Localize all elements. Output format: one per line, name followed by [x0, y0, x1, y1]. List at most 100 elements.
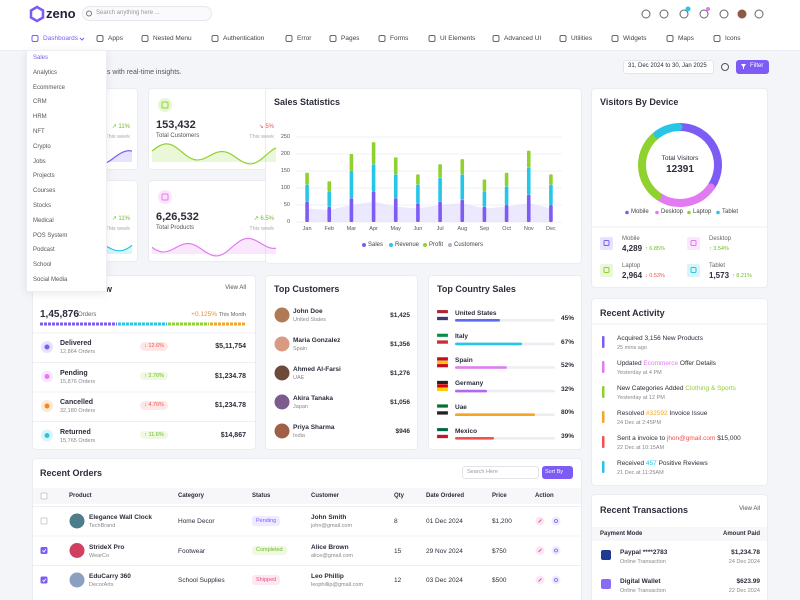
category: School Supplies	[178, 577, 225, 584]
category: Home Decor	[178, 518, 215, 525]
device-label: Desktop	[709, 236, 732, 242]
customer-country: UAE	[293, 375, 305, 381]
customer-country: Japan	[293, 404, 308, 410]
column-header: Action	[535, 493, 554, 499]
stat-label: Total Products	[156, 225, 195, 231]
price: $750	[492, 547, 507, 555]
nav	[0, 28, 800, 51]
customer-amount: $1,056	[390, 399, 410, 406]
dropdown-item[interactable]: CRM	[33, 99, 47, 106]
card-title: Recent Orders	[40, 468, 103, 478]
country-name: Spain	[455, 356, 473, 364]
customer-name: John Doe	[293, 308, 323, 315]
customer-name: Alice Brown	[311, 543, 349, 551]
view-all: View All	[225, 285, 246, 291]
card	[265, 275, 418, 450]
order-change: ↑ 2.76%	[140, 371, 168, 381]
stat-value: 153,432	[156, 119, 196, 131]
nav-item: Icons	[725, 35, 741, 42]
x-tick-label: Jul	[436, 226, 444, 232]
stat-period: This week	[249, 226, 274, 232]
device-change: ↑ 6.85%	[645, 245, 665, 252]
dropdown-item[interactable]: NFT	[33, 129, 45, 135]
device-value: 1,573	[709, 271, 730, 280]
product-brand: TechBrand	[89, 523, 116, 529]
logo: zeno	[46, 6, 76, 21]
activity-part: $15,000	[715, 435, 741, 442]
orders-total-label: Orders	[78, 312, 97, 318]
activity-text: Received 457 Positive Reviews	[617, 460, 708, 468]
customer-country: Spain	[293, 346, 308, 352]
dropdown-item[interactable]: Stocks	[33, 203, 52, 209]
customer-name: Priya Sharma	[293, 424, 335, 431]
dropdown-item[interactable]: Courses	[33, 188, 56, 195]
legend-label: Sales	[368, 241, 384, 248]
dropdown-item[interactable]: School	[33, 262, 52, 269]
payment-name: Digital Wallet	[620, 578, 661, 585]
order-label: Delivered	[60, 340, 92, 347]
x-tick-label: May	[390, 226, 401, 232]
dropdown-item[interactable]: Jobs	[33, 158, 46, 165]
activity-text: Sent a invoice to jhon@gmail.com $15,000	[617, 435, 741, 443]
activity-part: Updated	[617, 360, 644, 367]
payment-date: 24 Dec 2024	[728, 559, 760, 565]
qty: 15	[394, 547, 402, 555]
search-placeholder: Search Here	[467, 469, 498, 475]
card	[32, 275, 256, 450]
dropdown-item[interactable]: Crypto	[33, 143, 51, 150]
nav-item: Error	[297, 35, 312, 42]
device-label: Laptop	[622, 263, 641, 269]
dropdown-item[interactable]: Analytics	[33, 69, 58, 76]
dropdown-item[interactable]: Podcast	[33, 247, 55, 254]
x-tick-label: Mar	[346, 226, 357, 232]
page-subtitle: es with real-time insights.	[103, 69, 182, 76]
order-change: ↑ 11.6%	[140, 430, 168, 440]
date: 03 Dec 2024	[426, 577, 463, 584]
dropdown-item[interactable]: HRM	[33, 114, 47, 121]
dropdown-item[interactable]: Medical	[33, 217, 54, 224]
customer-email: alice@gmail.com	[311, 552, 353, 559]
activity-highlight: Clothing & Sports	[685, 385, 736, 392]
sort-button[interactable]	[542, 466, 573, 479]
order-count: 32,180 Orders	[60, 408, 96, 414]
customer-name: John Smith	[311, 514, 347, 521]
card-title: Visitors By Device	[600, 97, 679, 107]
country-value: 80%	[560, 409, 574, 417]
search-box[interactable]	[82, 6, 212, 21]
activity-part: Acquired 3,156 New Products	[617, 335, 703, 342]
filter-button[interactable]	[736, 60, 769, 74]
x-tick-label: Feb	[324, 226, 334, 232]
device-value: 4,289	[622, 244, 643, 253]
table-header	[592, 527, 767, 541]
payment-type: Online Transaction	[620, 559, 666, 565]
nav-item: Authentication	[223, 35, 265, 42]
activity-part: Received	[617, 460, 646, 467]
dropdown-item[interactable]: Ecommerce	[33, 84, 66, 91]
nav-item: Apps	[108, 35, 123, 42]
stat-change: ↗ 6.5%	[253, 216, 274, 222]
card	[32, 458, 582, 600]
status-badge: Shipped	[252, 575, 281, 585]
date-box[interactable]	[623, 60, 714, 74]
nav-item: Maps	[678, 35, 694, 42]
device-change: ↑ 3.54%	[709, 245, 729, 252]
nav-item: Dashboards	[43, 35, 79, 42]
column-header: Amount Paid	[723, 530, 760, 537]
dropdown-item[interactable]: Social Media	[33, 277, 68, 283]
column-header: Product	[69, 493, 92, 499]
qty: 12	[394, 577, 402, 584]
search-box[interactable]	[462, 466, 539, 479]
status-badge: Pending	[252, 516, 281, 526]
dropdown-item[interactable]: POS System	[33, 232, 68, 239]
card-title: Top Customers	[274, 284, 340, 294]
legend-label: Tablet	[722, 209, 739, 215]
order-label: Returned	[60, 428, 91, 436]
dropdown-item[interactable]: Projects	[33, 173, 55, 180]
activity-text: Updated Ecommerce Offer Details	[617, 360, 716, 368]
country-value: 52%	[560, 362, 574, 370]
orders-total: 1,45,876	[40, 309, 79, 320]
x-tick-label: Sep	[479, 226, 490, 232]
country-value: 67%	[560, 338, 574, 346]
dropdown-item[interactable]: Sales	[33, 55, 49, 61]
